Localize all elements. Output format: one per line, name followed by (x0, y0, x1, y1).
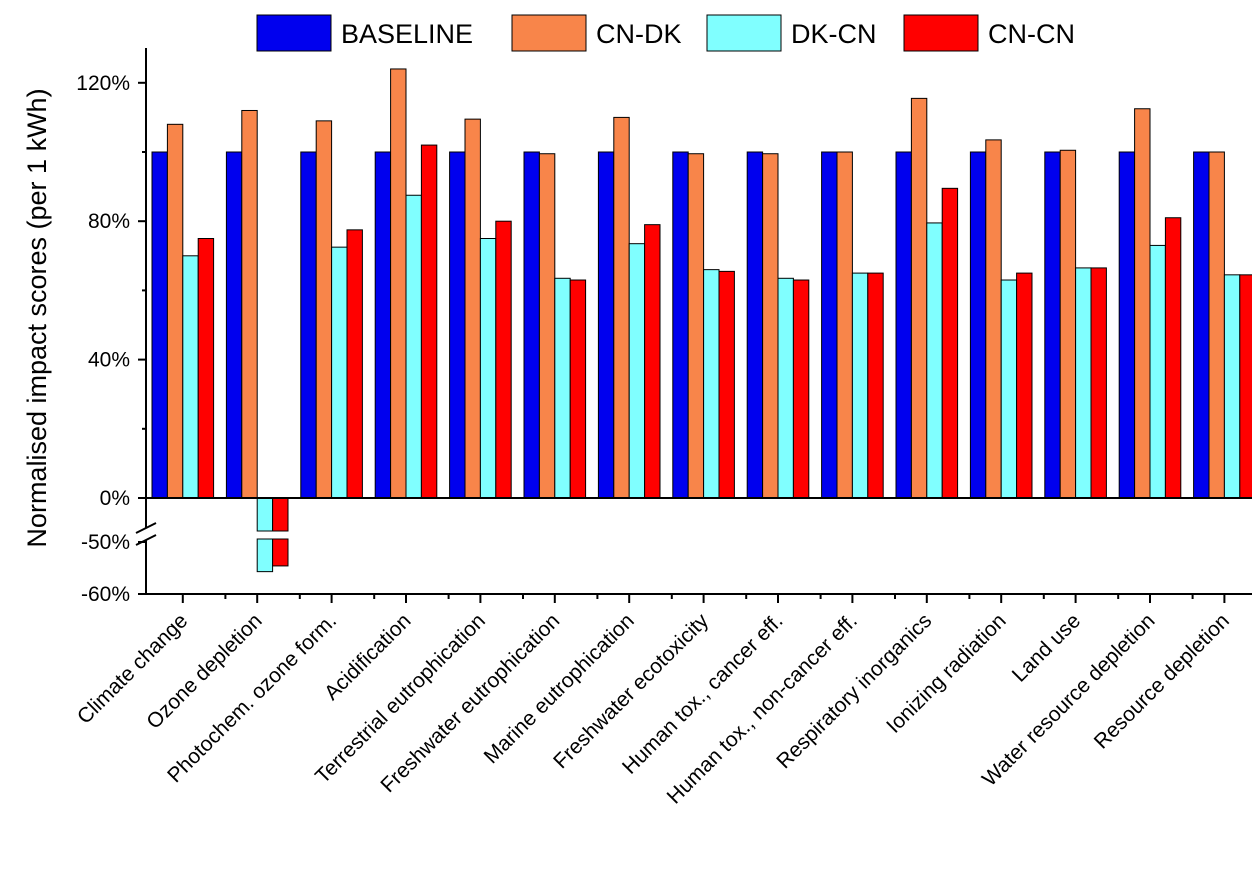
bar-cn-dk-human-tox-non-cancer-eff (836, 151, 853, 499)
bar-cn-dk-photochem-ozone-form (315, 120, 333, 499)
bar-cn-dk-terrestrial-eutrophication (464, 118, 481, 499)
bar-dk-cn-photochem-ozone-form (331, 246, 348, 499)
bar-dk-cn-human-tox-non-cancer-eff (851, 272, 869, 499)
bar-dk-cn-freshwater-ecotoxicity (703, 269, 720, 499)
y-ticks: -60% -50% 0% 40% 80% 120% (76, 72, 146, 606)
y-tick-label: -50% (81, 531, 130, 554)
bar-baseline-freshwater-ecotoxicity (672, 151, 689, 499)
bar-cn-dk-climate-change (166, 123, 184, 499)
y-tick-label: 40% (88, 349, 130, 372)
y-tick-label: 120% (76, 72, 130, 95)
bar-cn-dk-land-use (1059, 149, 1077, 499)
bar-cn-dk-ozone-depletion (241, 109, 258, 499)
bars (151, 68, 1252, 573)
bar-dk-cn-marine-eutrophication (628, 243, 646, 499)
legend-swatch-cn-dk (511, 14, 587, 52)
x-tick-label-land-use: Land use (1008, 609, 1085, 686)
axis-break-mark (135, 522, 157, 546)
y-axis-title: Normalised impact scores (per 1 kWh) (22, 88, 52, 547)
y-tick-label: -60% (81, 583, 130, 606)
bar-cn-cn-freshwater-eutrophication (569, 279, 587, 499)
bar-dk-cn-respiratory-inorganics (926, 222, 943, 499)
legend-label-baseline: BASELINE (341, 19, 473, 49)
bar-baseline-water-resource-depletion (1118, 151, 1136, 499)
legend-label-dk-cn: DK-CN (791, 19, 877, 49)
bar-baseline-resource-depletion (1193, 151, 1210, 499)
legend-label-cn-cn: CN-CN (988, 19, 1075, 49)
bar-cn-cn-terrestrial-eutrophication (495, 220, 512, 499)
bar-dk-cn-climate-change (182, 255, 199, 499)
bar-dk-cn-terrestrial-eutrophication (479, 238, 497, 499)
legend-swatch-cn-cn (903, 14, 979, 52)
legend-swatch-dk-cn (706, 14, 782, 52)
bar-cn-dk-respiratory-inorganics (910, 97, 928, 499)
bar-cn-cn-marine-eutrophication (644, 224, 661, 499)
bar-baseline-land-use (1044, 151, 1061, 499)
bar-cn-dk-water-resource-depletion (1134, 108, 1151, 499)
bar-cn-cn-human-tox-non-cancer-eff (867, 272, 884, 499)
axes (135, 48, 1252, 595)
bar-dk-cn-acidification (405, 194, 422, 499)
bar-dk-cn-water-resource-depletion (1149, 244, 1166, 499)
bar-baseline-ionizing-radiation (969, 151, 987, 499)
bar-cn-cn-climate-change (197, 238, 215, 499)
bar-baseline-photochem-ozone-form (300, 151, 317, 499)
bar-dk-cn-human-tox-cancer-eff (777, 277, 794, 499)
bar-cn-cn-water-resource-depletion (1164, 217, 1182, 499)
bar-dk-cn-land-use (1075, 267, 1092, 499)
bar-baseline-ozone-depletion (225, 151, 243, 499)
bar-cn-dk-ionizing-radiation (985, 139, 1002, 499)
y-tick-label: 80% (88, 210, 130, 233)
bar-baseline-terrestrial-eutrophication (449, 151, 466, 499)
bar-cn-dk-freshwater-ecotoxicity (687, 153, 705, 499)
bar-dk-cn-ionizing-radiation (1000, 279, 1018, 499)
x-tick-label-resource-depletion: Resource depletion (1090, 609, 1234, 753)
bar-cn-dk-marine-eutrophication (613, 116, 630, 499)
x-tick-label-marine-eutrophication: Marine eutrophication (480, 609, 639, 768)
bar-cn-dk-human-tox-cancer-eff (762, 153, 779, 499)
bar-cn-dk-acidification (390, 68, 407, 499)
bar-cn-cn-land-use (1090, 267, 1107, 499)
bar-cn-cn-ozone-depletion (272, 497, 289, 567)
bar-cn-cn-ionizing-radiation (1016, 272, 1033, 499)
bar-cn-cn-photochem-ozone-form (346, 229, 363, 499)
bar-cn-dk-resource-depletion (1208, 151, 1225, 499)
bar-dk-cn-ozone-depletion (256, 497, 274, 573)
bar-cn-cn-acidification (420, 144, 438, 499)
bar-baseline-respiratory-inorganics (895, 151, 912, 499)
bar-cn-cn-resource-depletion (1239, 274, 1252, 499)
bar-baseline-acidification (374, 151, 392, 499)
bar-baseline-human-tox-cancer-eff (746, 151, 764, 499)
legend: BASELINE CN-DK DK-CN CN-CN (256, 14, 1075, 52)
legend-swatch-baseline (256, 14, 332, 52)
bar-cn-cn-respiratory-inorganics (941, 187, 959, 499)
bar-baseline-freshwater-eutrophication (523, 151, 540, 499)
bar-dk-cn-resource-depletion (1223, 274, 1241, 499)
legend-label-cn-dk: CN-DK (596, 19, 682, 49)
bar-cn-dk-freshwater-eutrophication (538, 153, 556, 499)
bar-dk-cn-freshwater-eutrophication (554, 277, 571, 499)
bar-cn-cn-freshwater-ecotoxicity (718, 270, 735, 499)
y-tick-label: 0% (100, 487, 130, 510)
bar-baseline-climate-change (151, 151, 168, 499)
bar-baseline-human-tox-non-cancer-eff (821, 151, 838, 499)
bar-cn-cn-human-tox-cancer-eff (792, 279, 810, 499)
bar-baseline-marine-eutrophication (597, 151, 615, 499)
